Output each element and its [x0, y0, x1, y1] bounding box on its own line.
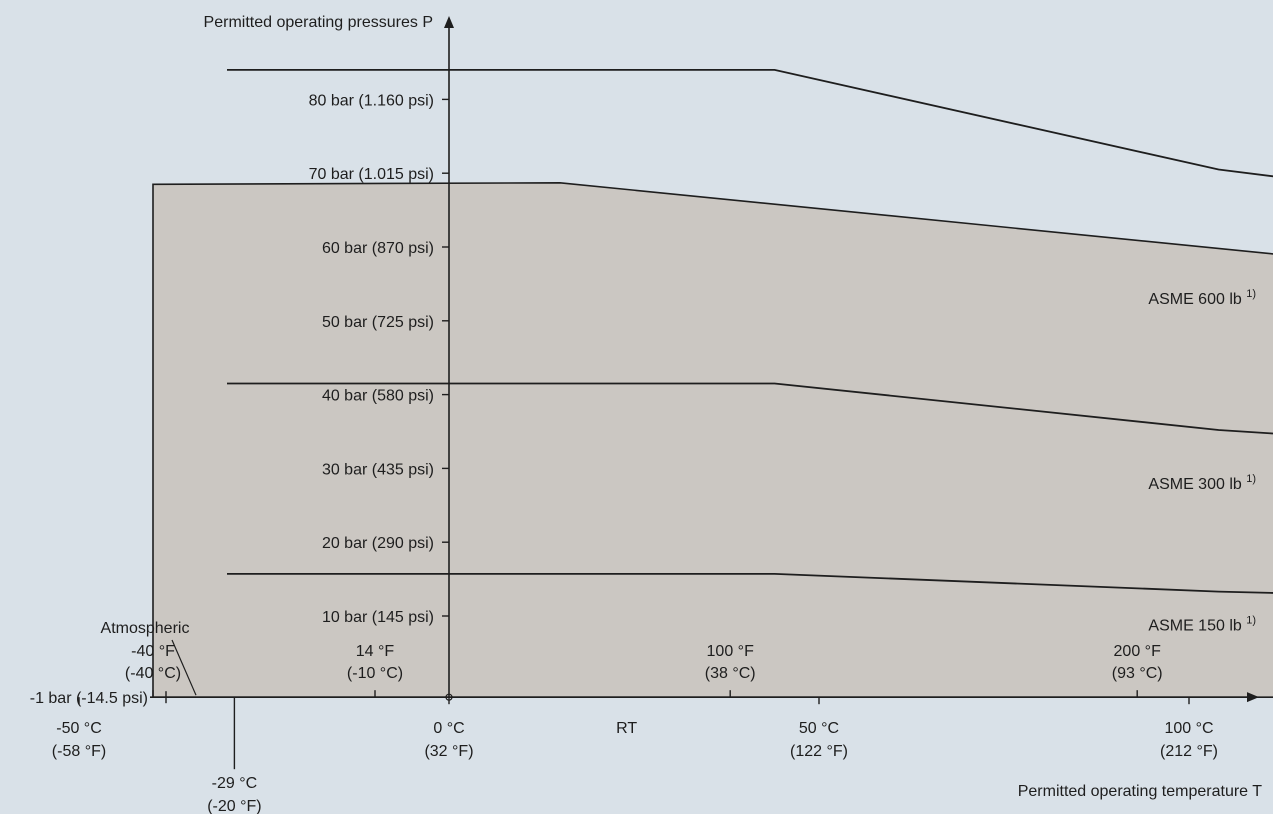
min-temp-label: -29 °C [212, 775, 258, 792]
y-tick-label-5: 60 bar (870 psi) [322, 240, 434, 257]
x-tick-top-sublabel-2: (38 °C) [705, 665, 756, 682]
atmospheric-leader [171, 639, 197, 696]
min-temp-sublabel: (-20 °F) [207, 798, 261, 814]
x-tick-bottom-sublabel-5: (212 °F) [1160, 743, 1218, 760]
x-tick-bottom-sublabel-4: (122 °F) [790, 743, 848, 760]
y-axis-title: Permitted operating pressures P [204, 14, 433, 31]
x-tick-top-label-2: 100 °F [707, 643, 755, 660]
series-line-0 [227, 69, 1273, 178]
y-tick-label-7: 80 bar (1.160 psi) [309, 92, 434, 109]
x-tick-top-label-0: -40 °F [131, 643, 175, 660]
x-tick-bottom-label-4: 50 °C [799, 720, 839, 737]
x-tick-top-label-1: 14 °F [356, 643, 395, 660]
series-line-2 [227, 573, 1273, 594]
series-label-1: ASME 300 lb 1) [1148, 473, 1256, 493]
x-tick-bottom-label-3: 0 °C [433, 720, 464, 737]
y-tick-label-6: 70 bar (1.015 psi) [309, 166, 434, 183]
x-tick-top-label-3: 200 °F [1114, 643, 1162, 660]
x-tick-bottom-sublabel-2: (-58 °F) [52, 743, 106, 760]
y-axis-arrow [444, 16, 454, 28]
series-line-1 [227, 382, 1273, 435]
x-tick-bottom-sublabel-3: (32 °F) [424, 743, 473, 760]
x-tick-bottom-label-5: 100 °C [1164, 720, 1213, 737]
atmospheric-label: Atmospheric [101, 620, 190, 637]
x-tick-top-sublabel-1: (-10 °C) [347, 665, 403, 682]
series-label-0: ASME 600 lb 1) [1148, 288, 1256, 308]
y-tick-label-3: 40 bar (580 psi) [322, 388, 434, 405]
rt-label: RT [616, 720, 637, 737]
x-axis-title: Permitted operating temperature T [1018, 783, 1263, 800]
x-tick-top-sublabel-0: (-40 °C) [125, 665, 181, 682]
permitted-operating-area [152, 181, 1273, 699]
y-tick-label-0: 10 bar (145 psi) [322, 609, 434, 626]
atmospheric-value-label: -1 bar (-14.5 psi) [30, 690, 148, 707]
x-axis-arrow [1247, 692, 1259, 703]
y-tick-label-4: 50 bar (725 psi) [322, 314, 434, 331]
x-tick-top-sublabel-3: (93 °C) [1112, 665, 1163, 682]
x-tick-bottom-label-2: -50 °C [56, 720, 102, 737]
series-label-2: ASME 150 lb 1) [1148, 614, 1256, 634]
y-tick-label-2: 30 bar (435 psi) [322, 461, 434, 478]
y-tick-label-1: 20 bar (290 psi) [322, 535, 434, 552]
